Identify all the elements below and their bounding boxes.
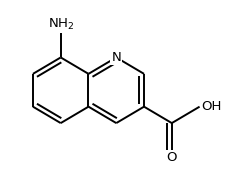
Text: N: N (111, 51, 121, 64)
Text: OH: OH (201, 100, 221, 113)
Text: NH$_2$: NH$_2$ (47, 17, 74, 32)
Text: O: O (166, 151, 176, 164)
